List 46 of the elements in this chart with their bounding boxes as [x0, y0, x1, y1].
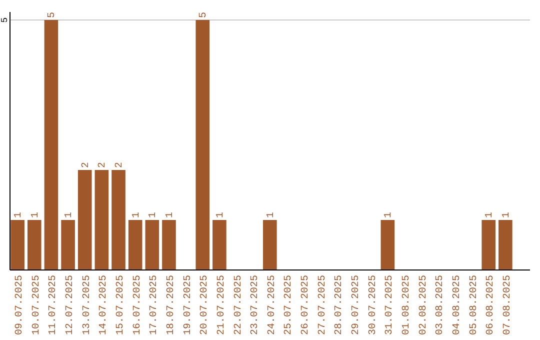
data-label: 1	[484, 212, 496, 218]
x-tick-label: 24.07.2025	[266, 275, 278, 336]
x-tick-label: 30.07.2025	[368, 275, 379, 336]
x-tick-label: 20.07.2025	[200, 275, 211, 336]
x-tick-label: 26.07.2025	[300, 275, 312, 336]
x-tick-label: 17.07.2025	[149, 275, 160, 336]
x-tick-label: 16.07.2025	[132, 275, 144, 336]
x-tick-label: 13.07.2025	[82, 275, 93, 336]
x-tick-label: 29.07.2025	[351, 275, 362, 336]
x-tick-label: 06.08.2025	[486, 275, 497, 336]
x-tick-label: 05.08.2025	[468, 275, 480, 336]
x-tick-label: 10.07.2025	[31, 275, 42, 336]
data-label: 1	[501, 212, 512, 218]
x-tick-label: 25.07.2025	[284, 275, 295, 336]
x-tick-label: 04.08.2025	[452, 275, 463, 336]
data-label: 1	[148, 212, 160, 218]
x-tick-label: 15.07.2025	[116, 275, 127, 336]
data-label: 1	[266, 212, 277, 218]
data-label: 1	[384, 212, 395, 218]
data-label: 2	[80, 162, 92, 168]
data-label: 1	[215, 212, 226, 218]
data-label: 5	[47, 12, 58, 18]
x-tick-label: 22.07.2025	[233, 275, 244, 336]
x-tick-label: 14.07.2025	[98, 275, 110, 336]
x-tick-label: 01.08.2025	[401, 275, 412, 336]
x-tick-label: 11.07.2025	[48, 275, 60, 336]
x-tick-label: 09.07.2025	[14, 275, 26, 336]
data-label: 5	[198, 12, 210, 18]
x-tick-label: 31.07.2025	[384, 275, 396, 336]
data-label: 1	[14, 212, 25, 218]
data-label: 1	[30, 212, 42, 218]
x-tick-label: 12.07.2025	[65, 275, 76, 336]
x-tick-label: 23.07.2025	[250, 275, 262, 336]
data-label: 2	[114, 162, 126, 168]
x-tick-label: 28.07.2025	[334, 275, 346, 336]
data-label: 1	[131, 212, 142, 218]
x-tick-label: 19.07.2025	[182, 275, 194, 336]
x-tick-label: 03.08.2025	[435, 275, 446, 336]
x-tick-label: 02.08.2025	[418, 275, 430, 336]
data-label: 1	[164, 212, 176, 218]
x-tick-label: 27.07.2025	[317, 275, 328, 336]
x-tick-label: 21.07.2025	[216, 275, 228, 336]
data-label: 1	[64, 212, 76, 218]
x-tick-label: 07.08.2025	[502, 275, 514, 336]
data-label: 2	[98, 162, 109, 168]
x-tick-label: 18.07.2025	[166, 275, 177, 336]
